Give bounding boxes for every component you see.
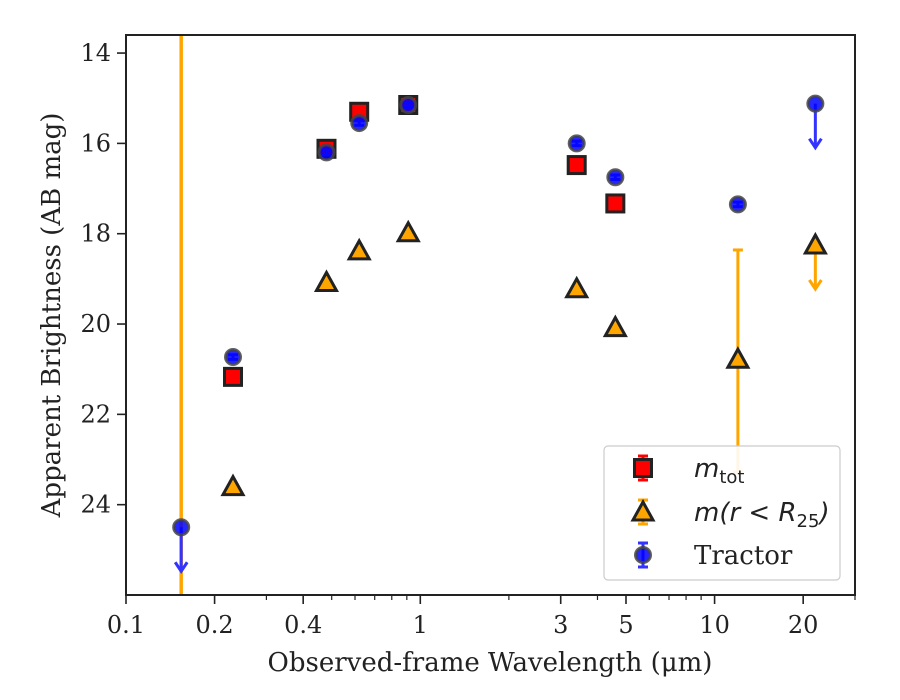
y-tick-label: 20 <box>80 310 111 338</box>
data-point-triangle <box>564 275 590 299</box>
legend-marker-square <box>633 458 653 478</box>
upper-limit-arrow-head <box>173 561 189 574</box>
upper-limit-arrow-head <box>808 137 823 151</box>
data-point-triangle <box>395 219 421 243</box>
data-point-circle <box>317 143 336 162</box>
data-point-circle <box>806 94 825 113</box>
plot-area <box>172 35 828 595</box>
data-point-square <box>566 155 587 176</box>
x-axis: 0.1 0.2 0.4 1 3 5 10 20 <box>107 595 856 639</box>
x-tick-label: 20 <box>788 611 819 639</box>
series-triangle <box>179 35 828 595</box>
y-axis-title: Apparent Brightness (AB mag) <box>37 113 67 519</box>
upper-limit-arrow-head <box>808 279 823 292</box>
data-point-triangle <box>220 473 246 497</box>
series-circle <box>172 94 825 574</box>
legend-label-end: ) <box>817 498 829 528</box>
data-point-circle <box>224 348 243 366</box>
y-tick-label: 18 <box>80 220 111 248</box>
plot-frame <box>125 34 856 596</box>
x-tick-label: 5 <box>618 611 633 639</box>
x-tick-label: 0.2 <box>196 611 234 639</box>
y-tick-label: 14 <box>80 39 111 67</box>
data-point-triangle <box>602 314 628 338</box>
x-axis-title: Observed-frame Wavelength (μm) <box>268 648 713 678</box>
data-point-triangle <box>725 346 751 369</box>
x-tick-label: 0.1 <box>107 611 145 639</box>
y-tick-label: 16 <box>80 129 111 157</box>
legend-label-subscript: tot <box>719 467 744 488</box>
data-point-triangle <box>346 237 372 261</box>
legend-box <box>603 445 841 581</box>
data-point-circle <box>350 114 369 133</box>
data-point-triangle <box>802 231 828 255</box>
legend: mtot m(r < R25) Tractor <box>603 445 841 581</box>
y-tick-label: 24 <box>80 491 111 519</box>
legend-marker-circle <box>634 546 652 564</box>
legend-label: Tractor <box>694 541 793 571</box>
data-point-circle <box>567 134 586 153</box>
y-axis: 14 16 18 20 22 24 <box>80 39 126 519</box>
data-point-circle <box>399 96 418 114</box>
y-tick-label: 22 <box>80 400 111 428</box>
legend-label-main: m(r < R <box>694 498 797 528</box>
x-tick-label: 10 <box>699 611 730 639</box>
data-point-circle <box>172 518 191 537</box>
x-tick-label: 3 <box>553 611 568 639</box>
data-point-square <box>605 193 626 214</box>
series-square <box>223 95 626 387</box>
legend-label: m(r < R25) <box>694 498 830 532</box>
data-point-square <box>223 366 244 387</box>
legend-label: mtot <box>694 454 744 488</box>
legend-label-subscript: 25 <box>797 511 820 532</box>
data-point-circle <box>606 168 625 187</box>
data-point-triangle <box>313 269 340 292</box>
x-tick-label: 1 <box>413 611 428 639</box>
data-point-circle <box>728 195 747 214</box>
x-tick-label: 0.4 <box>284 611 322 639</box>
legend-label-main: m <box>694 454 719 484</box>
legend-marker-triangle <box>630 498 656 522</box>
